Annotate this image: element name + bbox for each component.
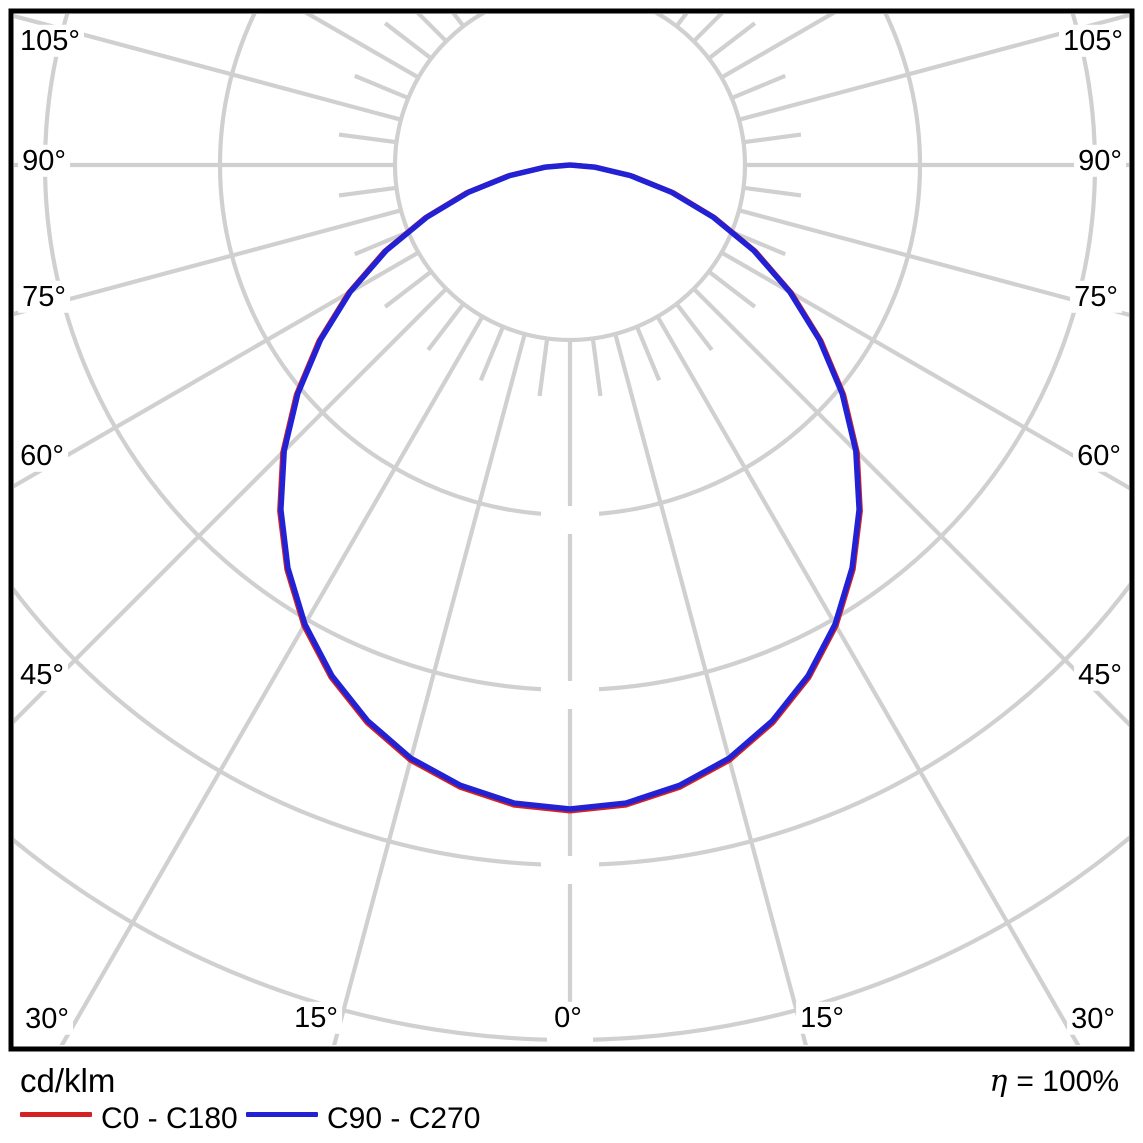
grid-tick-142.5 [674,14,689,28]
efficiency-label: η = 100% [989,1064,1119,1099]
eta-symbol: η [989,1064,1008,1099]
intensity-curves [277,162,863,814]
grid-spoke-330 [59,315,485,1045]
grid-tick-307.5 [383,269,433,309]
grid-spoke-345 [332,333,527,1045]
ring-label-gap-0 [541,506,599,534]
ring-label-gap-2 [541,856,599,884]
grid-tick-97.5 [743,132,802,145]
legend-line-c0-c180 [20,1112,92,1117]
grid-tick-262.5 [338,132,397,145]
grid-ring-1 [392,14,748,343]
unit-label: cd/klm [20,1062,116,1099]
grid-tick-292.5 [353,230,410,257]
legend-label-c90-c270: C90 - C270 [327,1102,481,1135]
grid-tick-37.5 [674,302,714,352]
grid-tick-247.5 [353,73,410,100]
grid-tick-217.5 [451,14,466,28]
grid-tick-202.5 [481,0,503,3]
chart-footer: cd/klm C0 - C180 C90 - C270 η = 100% [0,1056,1143,1143]
grid-tick-127.5 [707,21,757,61]
grid-spoke-60 [720,250,1129,491]
grid-spoke-75 [738,208,1129,317]
grid-tick-67.5 [730,230,787,257]
grid-spoke-285 [14,208,402,317]
grid-tick-112.5 [730,73,787,100]
grid-tick-352.5 [537,338,550,397]
grid-tick-22.5 [635,325,662,382]
grid-spoke-30 [655,315,1081,1045]
grid-tick-277.5 [338,185,397,198]
grid-spoke-255 [14,14,402,122]
grid-spoke-45 [692,287,1129,727]
grid-spoke-105 [738,14,1129,122]
grid-spoke-315 [14,287,448,724]
grid-tick-157.5 [637,0,659,3]
grid-tick-7.5 [590,338,603,397]
ring-label-gap-1 [541,681,599,709]
grid-tick-52.5 [707,269,757,309]
grid-tick-232.5 [383,21,433,61]
grid-spoke-300 [14,250,420,489]
grid-tick-337.5 [478,325,505,382]
grid-tick-322.5 [426,302,466,352]
plot-frame [8,8,1135,1052]
curve-C90-C270 [278,162,862,812]
legend-label-c0-c180: C0 - C180 [101,1102,238,1135]
eta-value: = 100% [1016,1065,1119,1098]
legend-line-c90-c270 [246,1112,318,1117]
grid-spoke-15 [613,333,808,1045]
grid-tick-82.5 [743,185,802,198]
